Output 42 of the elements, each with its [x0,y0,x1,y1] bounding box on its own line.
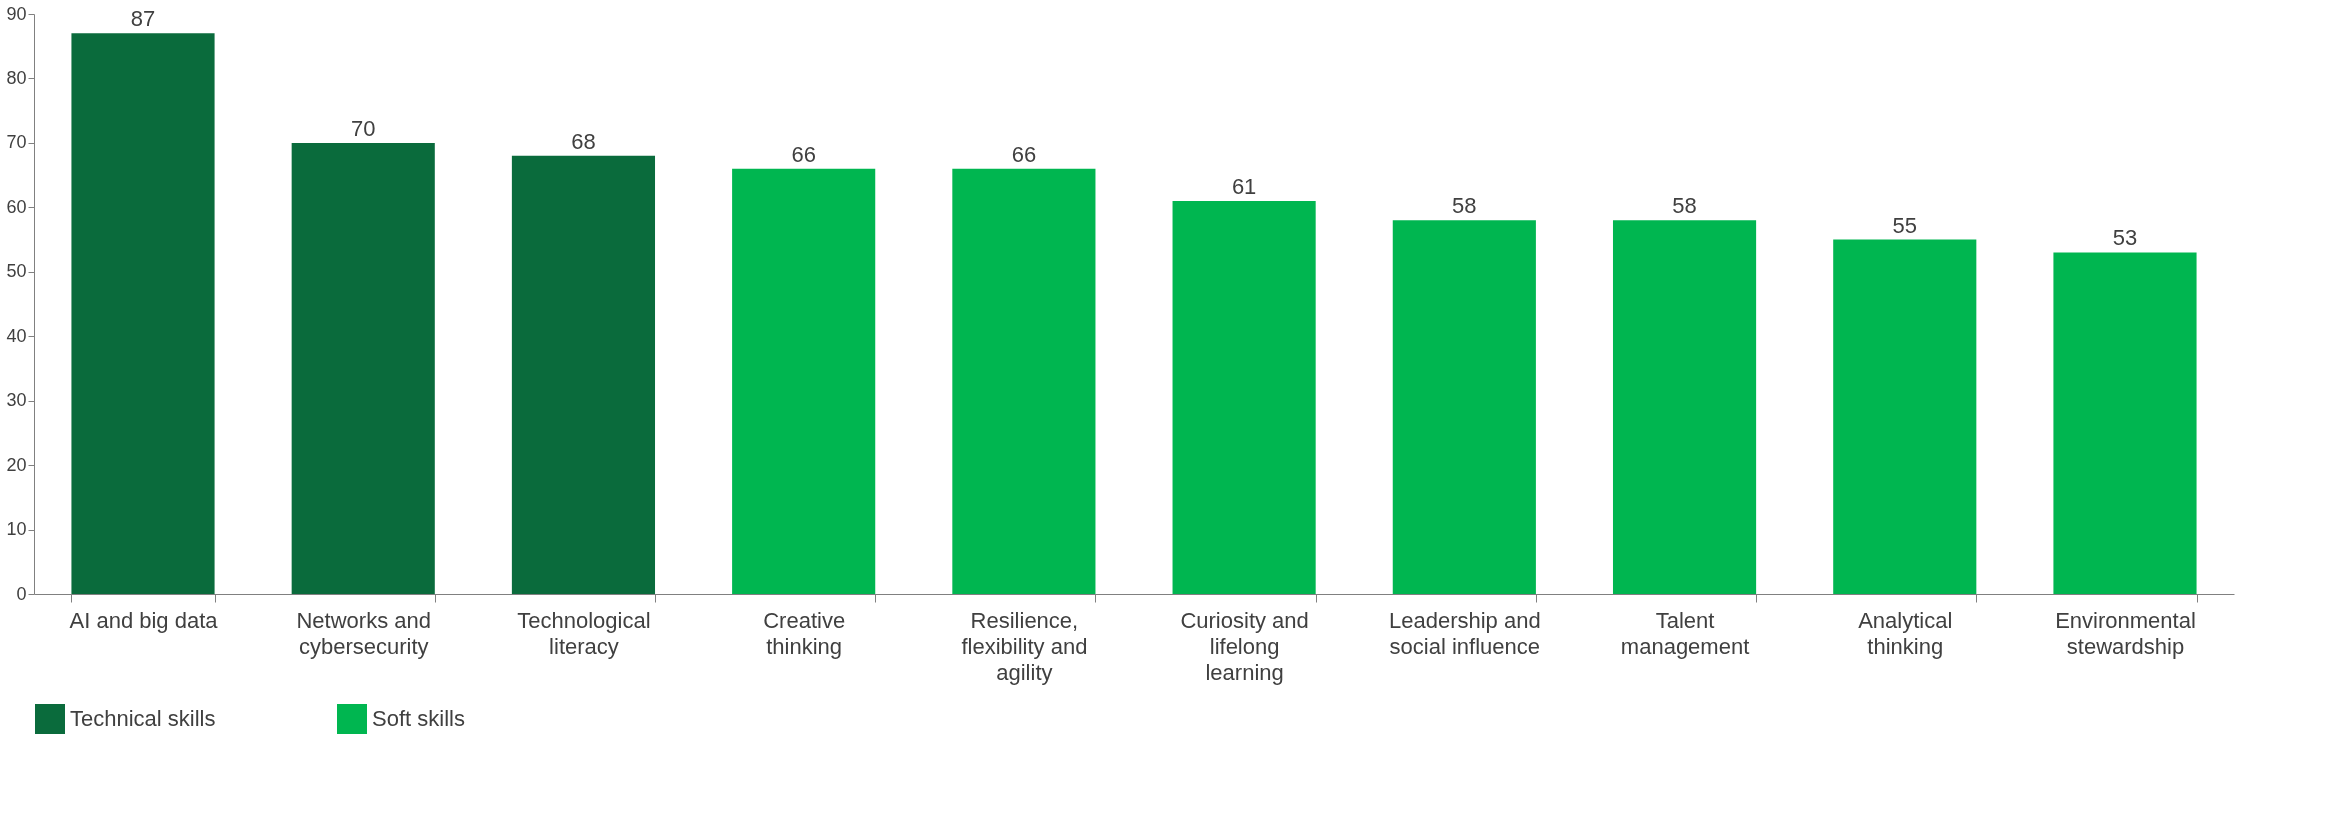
x-tick-label: Curiosity and lifelong learning [1180,607,1309,685]
bar [1172,200,1316,594]
x-tick-label: Networks and cybersecurity [296,607,431,659]
legend-label: Technical skills [70,706,216,731]
bar [2053,252,2197,594]
bar [952,168,1096,594]
data-label: 55 [1892,212,1918,238]
y-tick-label: 80 [6,67,27,88]
bar [1392,220,1536,594]
bar [732,168,876,594]
y-tick-label: 30 [6,390,27,411]
x-tick-label: AI and big data [69,607,219,633]
legend-label: Soft skills [372,706,465,731]
x-tick-label: Resilience, flexibility and agility [961,607,1088,685]
data-label: 70 [350,115,376,141]
x-tick-label: Talent management [1620,607,1750,659]
data-label: 61 [1231,173,1257,199]
y-tick-label: 70 [6,132,27,153]
bar [1833,239,1977,594]
x-tick-label: Leadership and social influence [1388,607,1541,659]
bar [1612,220,1757,594]
x-tick-label: Environmental stewardship [2055,607,2196,659]
y-tick-label: 60 [6,196,27,217]
y-tick-label: 50 [6,261,27,282]
x-tick-label: Creative thinking [763,607,846,659]
data-label: 58 [1452,193,1477,219]
y-tick-label: 10 [6,519,27,540]
y-tick-label: 40 [6,325,27,346]
y-tick-label: 0 [16,583,27,604]
y-tick-label: 20 [6,454,27,475]
data-label: 68 [571,128,596,154]
bar [71,33,215,594]
x-tick-label: Analytical thinking [1858,607,1953,659]
y-tick-label: 90 [6,3,27,24]
data-label: 66 [1011,141,1037,167]
bar [291,142,435,594]
x-tick-label: Technological literacy [517,607,651,659]
data-label: 66 [791,141,816,167]
data-label: 53 [2112,225,2138,251]
data-label: 58 [1672,193,1697,219]
bar [511,155,656,594]
data-label: 87 [130,6,156,32]
